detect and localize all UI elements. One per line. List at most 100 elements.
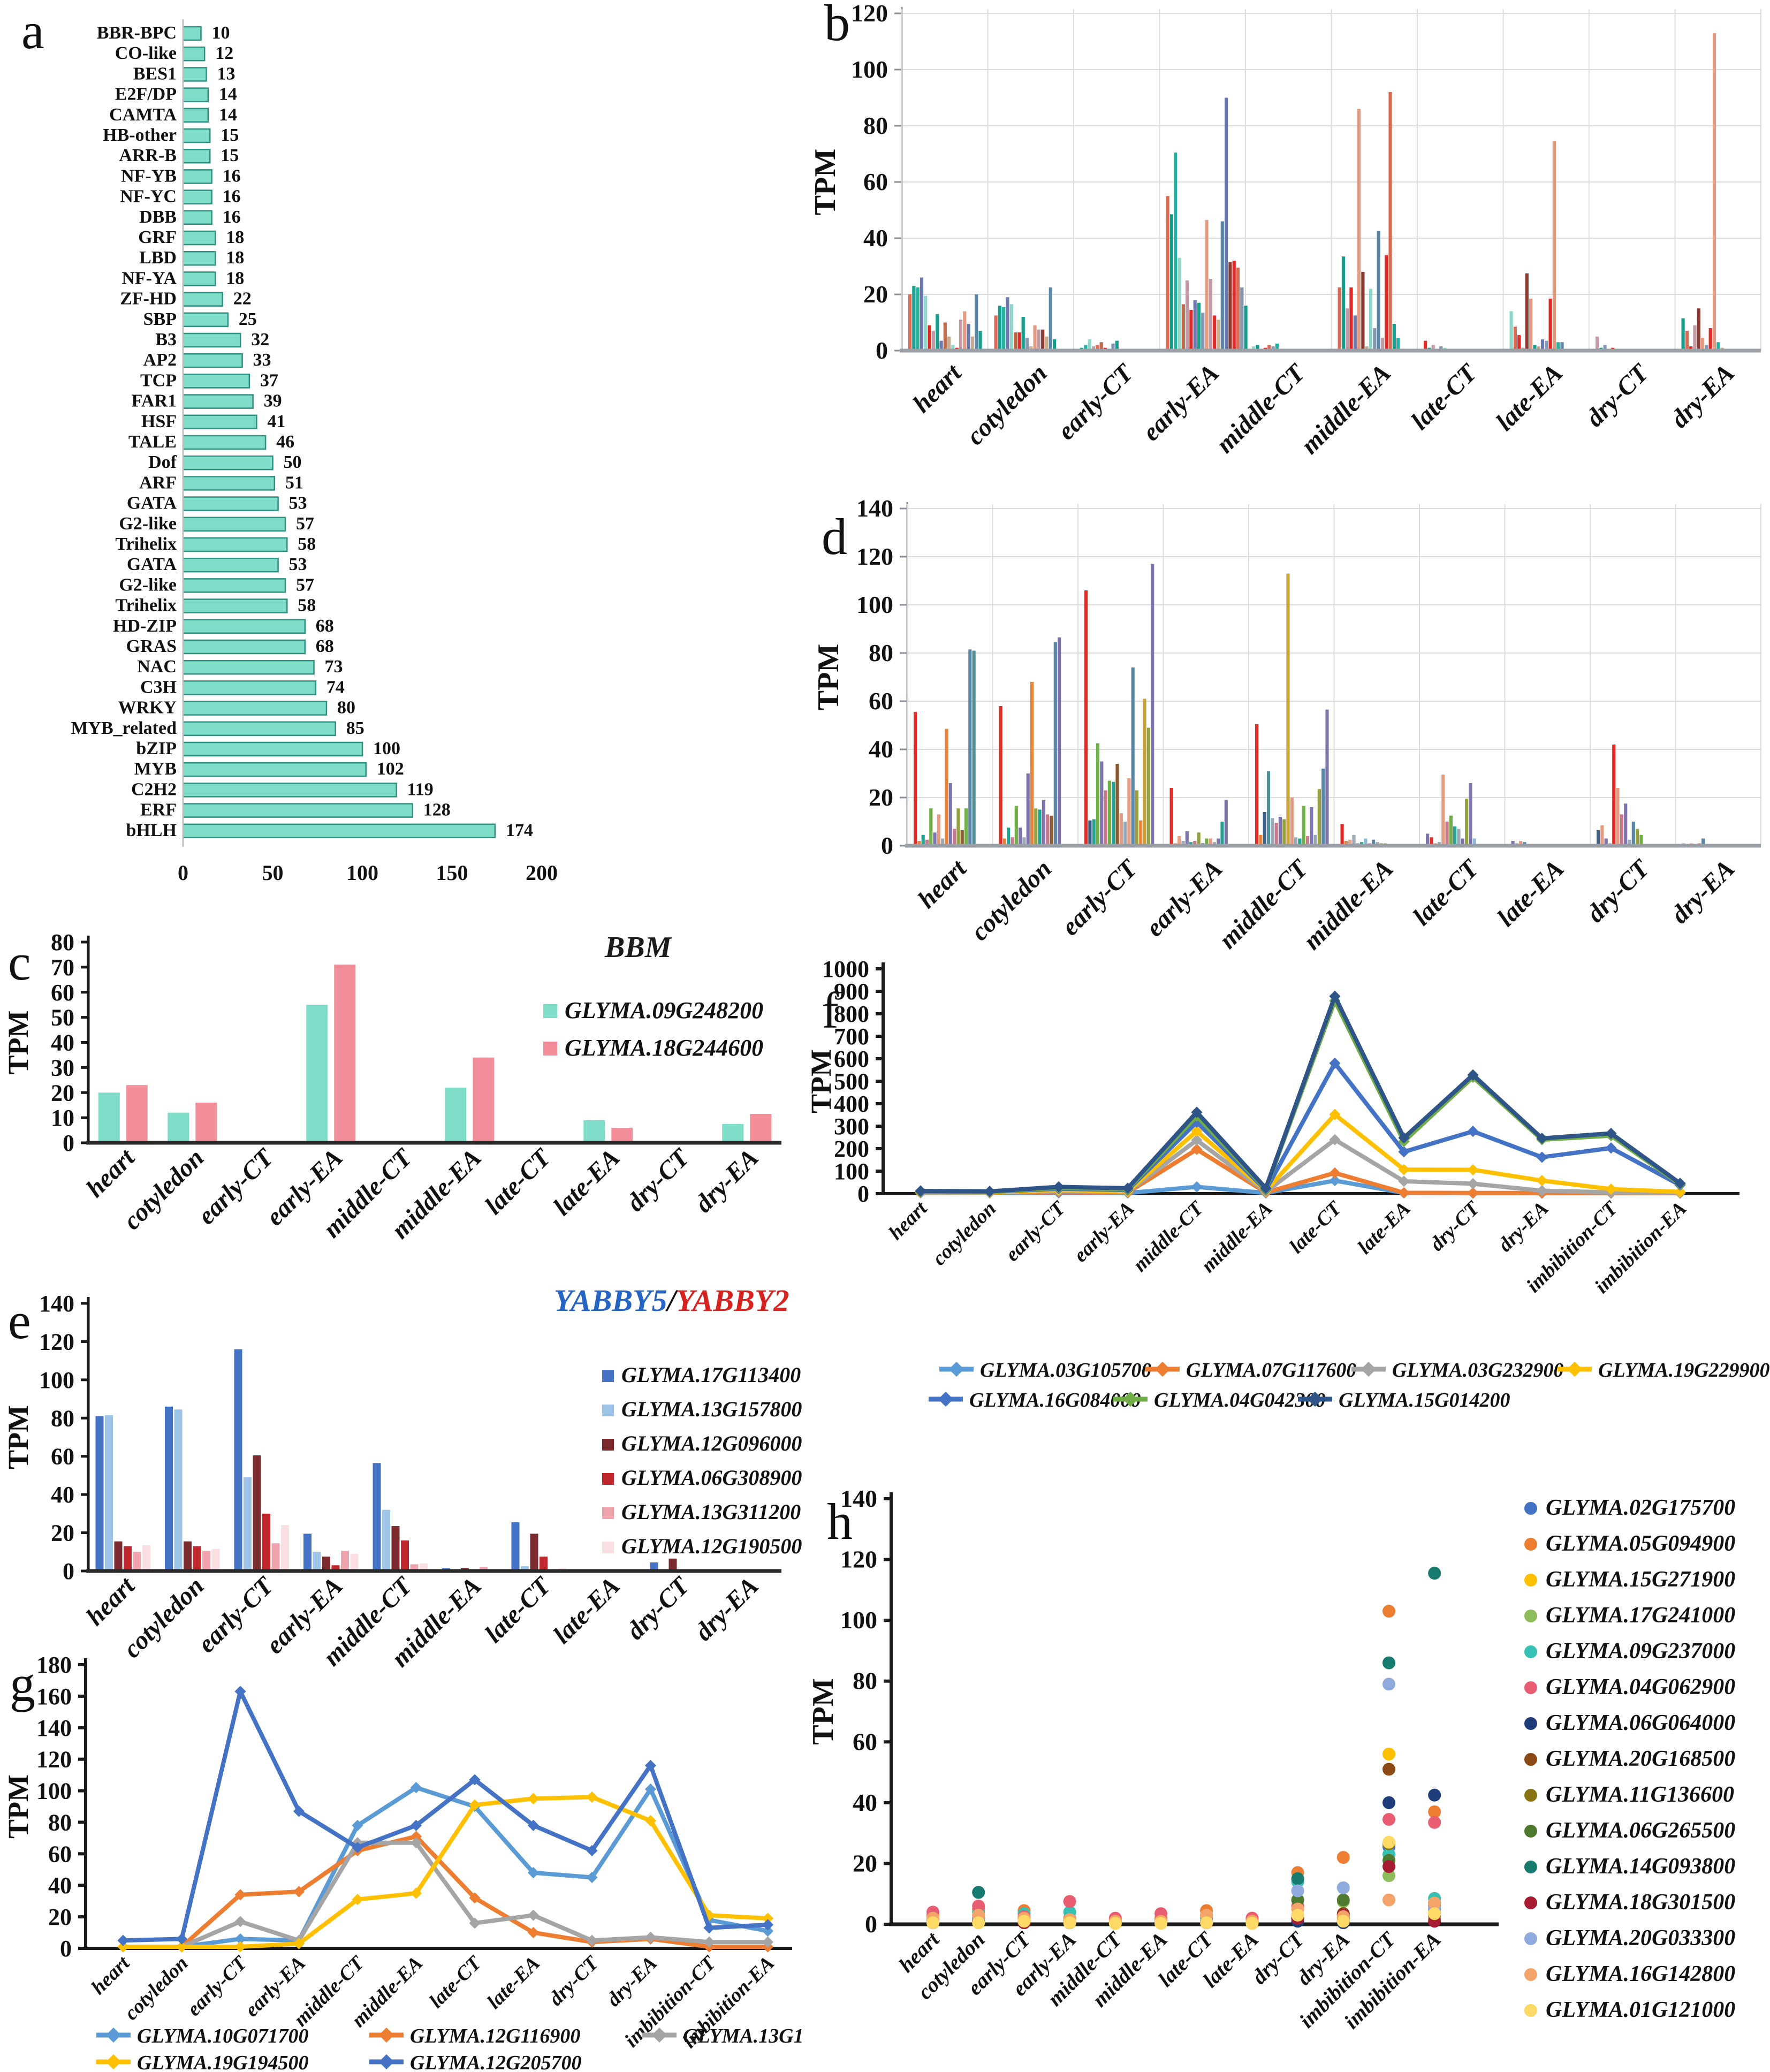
bar-value: 16 (223, 207, 241, 227)
bar (114, 1541, 123, 1571)
bar (1294, 837, 1298, 846)
bar (182, 292, 223, 307)
legend-label: GLYMA.09G237000 (1546, 1639, 1735, 1664)
y-tick-label: 400 (834, 1091, 869, 1117)
bar (182, 271, 216, 286)
bar (211, 1549, 220, 1571)
legend: GLYMA.02G175700 GLYMA.05G094900 GLYMA.15G2… (1524, 1496, 1735, 2022)
bar (1612, 745, 1616, 846)
scatter-dot (1063, 1895, 1076, 1908)
x-category-label: late-EA (1492, 854, 1569, 932)
bar (391, 1526, 400, 1571)
scatter-dot (1291, 1872, 1304, 1885)
bar (722, 1124, 744, 1143)
bar (1046, 814, 1050, 846)
bar (1344, 841, 1348, 846)
bar (1014, 332, 1017, 351)
bar (511, 1522, 520, 1571)
row-label: FAR1 (132, 391, 177, 411)
bar (1186, 280, 1189, 351)
legend: GLYMA.03G105700 GLYMA.07G117600 GLYMA.03G2… (929, 1359, 1770, 1411)
bar (1025, 338, 1029, 351)
x-axis-labels: heartcotyledonearly-CTearly-EAmiddle-CTm… (907, 358, 1740, 460)
legend-dot (1524, 1681, 1537, 1694)
bar (105, 1415, 113, 1571)
bar (182, 210, 212, 225)
bar (1259, 834, 1263, 846)
bar (182, 26, 202, 41)
row-label: ZF-HD (120, 289, 177, 309)
bar (1252, 346, 1256, 351)
bar (929, 808, 933, 846)
legend-dot (1524, 2004, 1537, 2017)
legend-label: GLYMA.10G071700 (137, 2025, 309, 2047)
y-tick-label: 20 (869, 784, 893, 811)
bar (1201, 313, 1205, 351)
bar (1197, 302, 1201, 351)
bar (234, 1349, 242, 1571)
row-label: TCP (140, 370, 177, 390)
bar (1511, 841, 1515, 846)
bar (182, 230, 216, 246)
x-category-label: early-CT (183, 1951, 252, 2020)
scatter-dot (1336, 1881, 1350, 1894)
y-tick-label: 200 (834, 1136, 869, 1162)
marker-diamond (378, 2027, 394, 2043)
y-tick-label: 40 (48, 1872, 72, 1899)
legend-label: GLYMA.05G094900 (1546, 1531, 1735, 1556)
scatter-dot (1336, 1851, 1350, 1864)
x-tick-label: 150 (436, 861, 468, 885)
bar-value: 128 (423, 800, 451, 820)
bar (350, 1553, 359, 1571)
bar (1639, 834, 1643, 846)
marker-diamond (1154, 1361, 1171, 1377)
marker-diamond (938, 1391, 954, 1407)
y-tick-label: 60 (51, 980, 74, 1006)
y-axis-title: TPM (2, 1405, 34, 1469)
y-tick-label: 600 (834, 1046, 869, 1072)
bar (1325, 709, 1329, 846)
bar (1716, 342, 1720, 351)
bar (1439, 346, 1443, 351)
bar (1181, 304, 1185, 351)
bar-value: 18 (226, 227, 244, 247)
scatter-dot (1063, 1916, 1076, 1930)
row-label: bZIP (136, 739, 177, 758)
bar (1002, 307, 1006, 351)
row-label: ARR-B (119, 146, 177, 165)
bar (1131, 667, 1135, 846)
legend-label: GLYMA.20G033300 (1546, 1926, 1735, 1950)
row-label: SBP (143, 309, 177, 329)
bar (583, 1120, 605, 1143)
bar (1217, 838, 1220, 846)
legend-swatch (602, 1542, 614, 1553)
x-category-label: middle-EA (1298, 854, 1399, 955)
bar (975, 294, 978, 351)
scatter-dot (1382, 1813, 1395, 1826)
bar (1377, 231, 1380, 351)
scatter-dot (1382, 1796, 1395, 1809)
title-slash: / (667, 1283, 676, 1318)
group-separators (901, 9, 1761, 351)
bar (1689, 346, 1693, 351)
bar (168, 1112, 189, 1143)
bar (1209, 279, 1212, 351)
bar (1041, 329, 1045, 351)
marker-diamond (234, 1889, 246, 1901)
bar (914, 712, 917, 846)
x-category-label: late-EA (548, 1143, 625, 1221)
bar (1197, 832, 1201, 846)
marker-diamond (644, 1783, 657, 1795)
y-tick-label: 80 (51, 1405, 74, 1431)
title-yabby5: YABBY5 (554, 1283, 667, 1318)
bar-value: 174 (506, 821, 533, 840)
legend-swatch (543, 1004, 557, 1018)
row-label: NF-YC (120, 187, 177, 207)
bar (193, 1546, 201, 1571)
bar (994, 315, 998, 351)
x-category-label: early-CT (1052, 358, 1139, 445)
x-category-label: dry-EA (603, 1952, 662, 2011)
panel-b: b 0 20 40 60 80 100 120 TPM heart cotyledon early-… (803, 0, 1770, 492)
y-tick-label: 140 (856, 495, 893, 522)
bar (1603, 345, 1607, 351)
